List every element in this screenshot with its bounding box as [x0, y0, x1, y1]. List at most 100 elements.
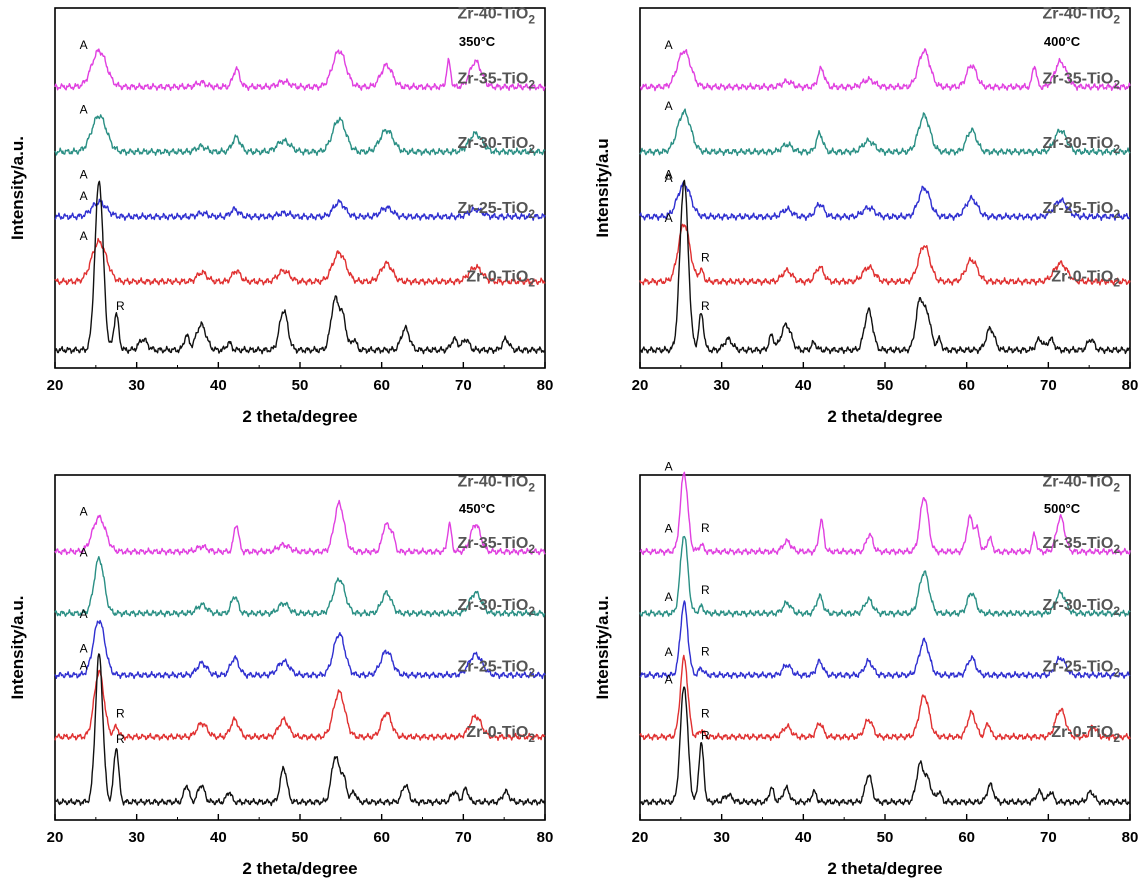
x-tick-label: 40: [210, 377, 227, 394]
series-line-zr-30-tio2: [54, 198, 546, 221]
rutile-peak-marker: R: [701, 299, 710, 313]
rutile-peak-marker: R: [701, 645, 710, 659]
series-line-zr-40-tio2: [640, 48, 1131, 92]
series-label: Zr-35-TiO2: [457, 535, 535, 556]
series-label: Zr-0-TiO2: [466, 724, 535, 745]
y-axis-label: Intensity/a.u.: [8, 596, 27, 700]
rutile-peak-marker: R: [116, 706, 125, 720]
series-line-zr-0-tio2: [639, 686, 1131, 807]
plot-frame: [54, 474, 546, 821]
series-label: Zr-30-TiO2: [1042, 135, 1120, 156]
x-tick-label: 30: [128, 377, 145, 394]
x-tick-label: 80: [537, 377, 554, 394]
series-line-zr-35-tio2: [54, 114, 546, 157]
x-tick-label: 70: [455, 377, 472, 394]
anatase-peak-marker: A: [665, 645, 673, 659]
series-line-zr-40-tio2: [639, 471, 1131, 556]
x-tick-label: 80: [1122, 829, 1139, 846]
series-line-zr-0-tio2: [54, 653, 546, 807]
x-tick-label: 20: [47, 377, 64, 394]
anatase-peak-marker: A: [80, 504, 88, 518]
series-label: Zr-35-TiO2: [1042, 535, 1120, 556]
x-axis-label: 2 theta/degree: [242, 859, 357, 878]
series-label: Zr-0-TiO2: [466, 269, 535, 290]
y-axis-label: Intensity/a.u.: [593, 596, 612, 700]
rutile-peak-marker: R: [701, 729, 710, 743]
series-label: Zr-40-TiO2: [457, 473, 535, 494]
series-line-zr-30-tio2: [54, 619, 546, 680]
anatase-peak-marker: A: [80, 659, 88, 673]
anatase-peak-marker: A: [665, 590, 673, 604]
x-tick-label: 70: [1040, 377, 1057, 394]
series-line-zr-0-tio2: [54, 180, 546, 355]
xrd-panel-4: 20 30 40 50 60 70 80 2 theta/degree Intensity/a.…: [593, 460, 1138, 878]
series-label: Zr-35-TiO2: [457, 70, 535, 91]
x-tick-label: 50: [292, 377, 309, 394]
anatase-peak-marker: A: [80, 38, 88, 52]
xrd-panel-3: 20 30 40 50 60 70 80 2 theta/degree Intensity/a.…: [8, 473, 553, 878]
rutile-peak-marker: R: [701, 250, 710, 264]
x-tick-label: 60: [958, 829, 975, 846]
x-tick-label: 40: [795, 829, 812, 846]
x-tick-label: 30: [713, 377, 730, 394]
anatase-peak-marker: A: [80, 642, 88, 656]
anatase-peak-marker: A: [665, 672, 673, 686]
series-label: Zr-25-TiO2: [457, 659, 535, 680]
series-label: Zr-30-TiO2: [457, 597, 535, 618]
xrd-panel-1: 20 30 40 50 60 70 80 2 theta/degree Intensity/a.…: [8, 5, 553, 426]
series-label: Zr-25-TiO2: [1042, 200, 1120, 221]
series-label: Zr-30-TiO2: [1042, 597, 1120, 618]
rutile-peak-marker: R: [701, 521, 710, 535]
x-axis-label: 2 theta/degree: [827, 407, 942, 426]
x-tick-label: 60: [373, 829, 390, 846]
anatase-peak-marker: A: [80, 168, 88, 182]
anatase-peak-marker: A: [80, 189, 88, 203]
series-label: Zr-35-TiO2: [1042, 70, 1120, 91]
series-label: Zr-40-TiO2: [457, 5, 535, 26]
x-tick-label: 50: [877, 829, 894, 846]
x-tick-label: 20: [47, 829, 64, 846]
anatase-peak-marker: A: [80, 545, 88, 559]
series-label: Zr-0-TiO2: [1051, 269, 1120, 290]
anatase-peak-marker: A: [665, 171, 673, 185]
series-label: Zr-25-TiO2: [1042, 659, 1120, 680]
series-label: Zr-40-TiO2: [1042, 473, 1120, 494]
x-tick-label: 80: [537, 829, 554, 846]
x-tick-label: 40: [795, 377, 812, 394]
temperature-annotation: 500°C: [1044, 501, 1081, 516]
series-label: Zr-30-TiO2: [457, 135, 535, 156]
rutile-peak-marker: R: [701, 706, 710, 720]
anatase-peak-marker: A: [665, 99, 673, 113]
plot-frame: [639, 7, 1131, 369]
x-tick-label: 60: [373, 377, 390, 394]
rutile-peak-marker: R: [116, 299, 125, 313]
anatase-peak-marker: A: [665, 38, 673, 52]
x-tick-label: 20: [632, 377, 649, 394]
x-axis-label: 2 theta/degree: [242, 407, 357, 426]
x-tick-label: 70: [1040, 829, 1057, 846]
plot-frame: [54, 7, 546, 369]
series-line-zr-25-tio2: [54, 669, 546, 741]
series-line-zr-30-tio2: [639, 600, 1131, 680]
rutile-peak-marker: R: [116, 732, 125, 746]
series-label: Zr-0-TiO2: [1051, 724, 1120, 745]
temperature-annotation: 400°C: [1044, 34, 1081, 49]
x-tick-label: 70: [455, 829, 472, 846]
rutile-peak-marker: R: [701, 583, 710, 597]
anatase-peak-marker: A: [665, 211, 673, 225]
anatase-peak-marker: A: [80, 607, 88, 621]
series-label: Zr-40-TiO2: [1042, 5, 1120, 26]
y-axis-label: Intensity/a.u: [593, 138, 612, 237]
x-tick-label: 50: [877, 377, 894, 394]
series-line-zr-35-tio2: [639, 535, 1131, 618]
x-tick-label: 40: [210, 829, 227, 846]
series-line-zr-35-tio2: [54, 556, 546, 618]
series-line-zr-30-tio2: [639, 180, 1131, 222]
series-line-zr-40-tio2: [54, 48, 546, 92]
anatase-peak-marker: A: [665, 521, 673, 535]
x-tick-label: 50: [292, 829, 309, 846]
anatase-peak-marker: A: [80, 103, 88, 117]
x-tick-label: 60: [958, 377, 975, 394]
temperature-annotation: 450°C: [459, 501, 496, 516]
